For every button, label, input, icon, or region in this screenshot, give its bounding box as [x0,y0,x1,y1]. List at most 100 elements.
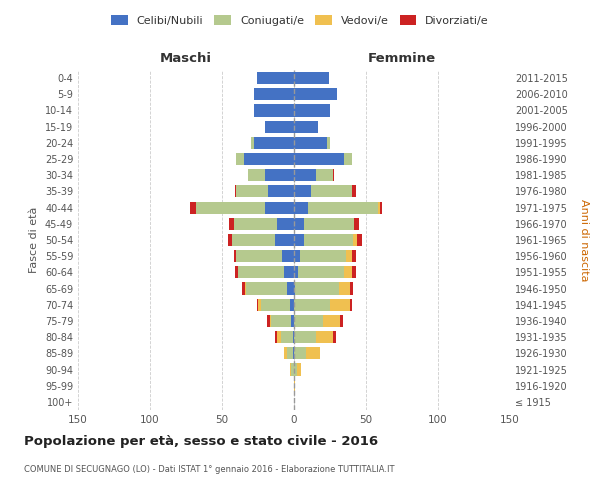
Bar [355,218,359,230]
Y-axis label: Fasce di età: Fasce di età [29,207,39,273]
Bar [353,234,358,246]
Bar [284,266,294,278]
Bar [294,153,344,165]
Bar [350,282,353,294]
Bar [245,282,247,294]
Bar [294,137,327,149]
Bar [257,298,258,311]
Bar [338,282,350,294]
Bar [380,202,382,213]
Bar [352,266,356,278]
Bar [294,104,330,117]
Bar [236,153,244,165]
Bar [344,266,352,278]
Bar [350,298,352,311]
Text: Popolazione per età, sesso e stato civile - 2016: Popolazione per età, sesso e stato civil… [24,435,378,448]
Bar [290,298,294,311]
Bar [294,186,311,198]
Bar [327,137,330,149]
Bar [295,282,338,294]
Bar [304,218,355,230]
Bar [235,186,236,198]
Bar [330,298,350,311]
Bar [235,266,238,278]
Bar [294,72,329,84]
Bar [294,120,319,132]
Bar [257,72,294,84]
Bar [358,234,362,246]
Bar [254,104,294,117]
Bar [298,266,344,278]
Bar [254,137,294,149]
Bar [304,234,353,246]
Bar [316,169,333,181]
Bar [233,218,277,230]
Bar [196,202,265,213]
Bar [294,266,298,278]
Bar [311,186,352,198]
Bar [236,250,283,262]
Bar [236,186,268,198]
Bar [269,315,271,327]
Bar [333,331,336,343]
Bar [291,315,294,327]
Bar [352,186,356,198]
Bar [294,364,297,376]
Bar [232,234,275,246]
Bar [265,169,294,181]
Bar [254,88,294,101]
Y-axis label: Anni di nascita: Anni di nascita [578,198,589,281]
Bar [352,250,356,262]
Bar [247,282,287,294]
Bar [297,364,301,376]
Bar [294,331,316,343]
Bar [377,202,380,213]
Bar [233,250,236,262]
Bar [277,218,294,230]
Bar [308,202,377,213]
Bar [258,298,261,311]
Bar [283,250,294,262]
Bar [229,218,233,230]
Bar [268,186,294,198]
Bar [293,348,294,360]
Bar [275,234,294,246]
Bar [244,153,294,165]
Legend: Celibi/Nubili, Coniugati/e, Vedovi/e, Divorziati/e: Celibi/Nubili, Coniugati/e, Vedovi/e, Di… [107,10,493,30]
Bar [346,250,352,262]
Bar [294,250,300,262]
Bar [294,88,337,101]
Bar [305,348,320,360]
Bar [287,348,293,360]
Bar [291,364,294,376]
Bar [294,380,295,392]
Text: Maschi: Maschi [160,52,212,65]
Bar [323,315,340,327]
Bar [294,282,295,294]
Bar [344,153,352,165]
Bar [294,298,330,311]
Bar [294,315,323,327]
Bar [265,120,294,132]
Bar [190,202,196,213]
Bar [300,250,346,262]
Bar [242,282,245,294]
Bar [293,331,294,343]
Bar [281,331,293,343]
Bar [261,298,290,311]
Bar [316,331,333,343]
Bar [294,348,305,360]
Bar [294,169,316,181]
Bar [294,234,304,246]
Bar [248,169,265,181]
Bar [265,202,294,213]
Bar [271,315,291,327]
Bar [287,282,294,294]
Bar [238,266,284,278]
Text: COMUNE DI SECUGNAGO (LO) - Dati ISTAT 1° gennaio 2016 - Elaborazione TUTTITALIA.: COMUNE DI SECUGNAGO (LO) - Dati ISTAT 1°… [24,465,395,474]
Bar [228,234,232,246]
Bar [290,364,291,376]
Bar [266,315,269,327]
Bar [284,348,287,360]
Bar [340,315,343,327]
